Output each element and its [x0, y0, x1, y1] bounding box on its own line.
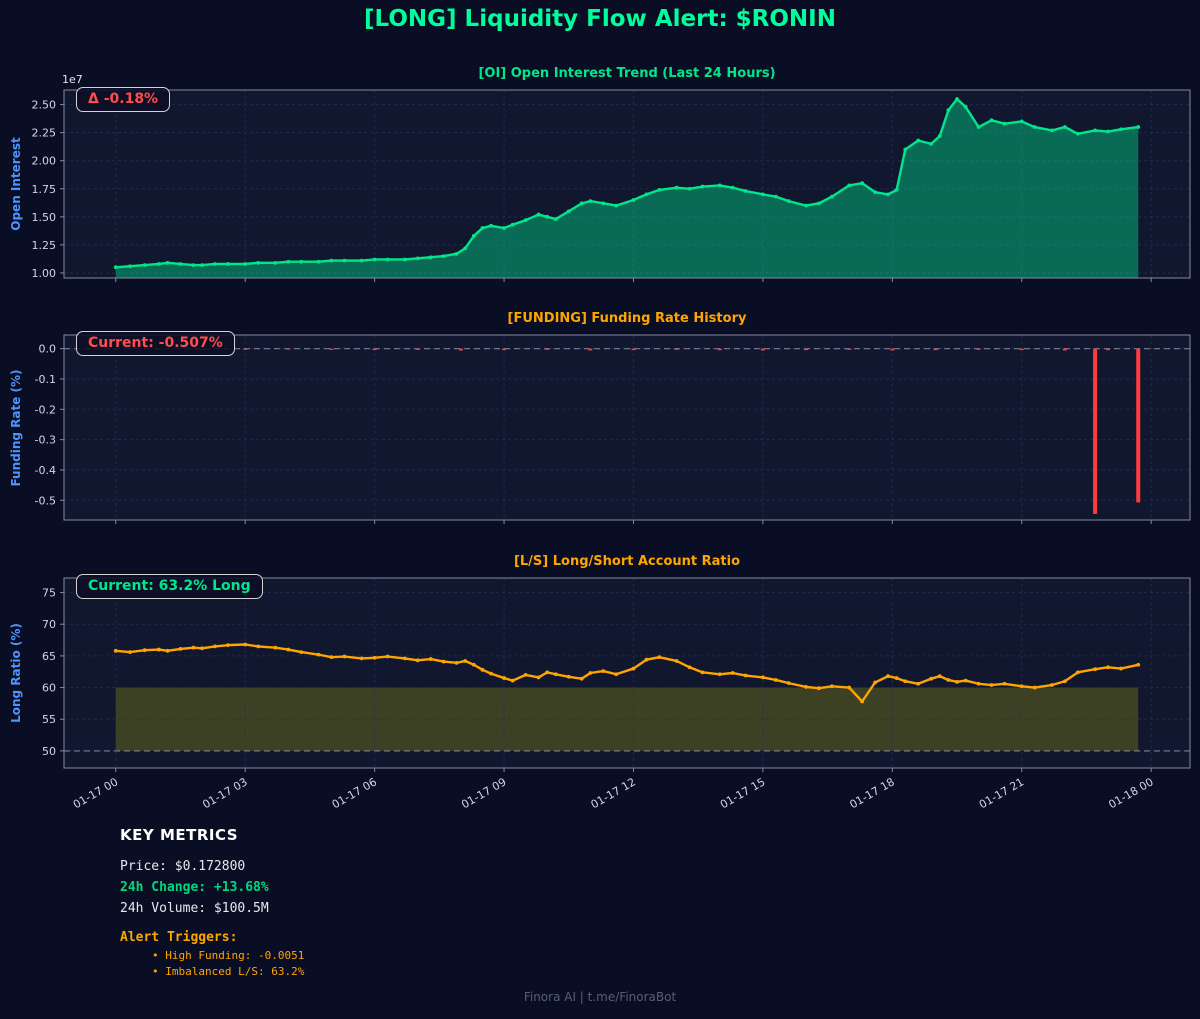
footer-branding: Finora AI | t.me/FinoraBot [523, 990, 677, 1004]
metric-24h-volume: 24h Volume: $100.5M [120, 901, 269, 916]
svg-text:-0.2: -0.2 [35, 403, 56, 416]
funding-chart-title: [FUNDING] Funding Rate History [507, 311, 747, 326]
svg-text:1.00: 1.00 [32, 267, 57, 280]
svg-text:60: 60 [42, 682, 56, 695]
svg-text:-0.3: -0.3 [35, 434, 56, 447]
oi-plot: 1.00 1.25 1.50 1.75 2.00 2.25 2.50 [32, 89, 1191, 282]
oi-delta-annotation: Δ -0.18% [76, 87, 171, 112]
ls-current-annotation: Current: 63.2% Long [76, 574, 263, 599]
ls-plot: 50 55 60 65 70 75 01-17 00 01-17 03 01-17 06 01-1… [42, 577, 1191, 811]
page-title: [LONG] Liquidity Flow Alert: $RONIN [364, 6, 836, 32]
svg-text:50: 50 [42, 745, 56, 758]
oi-chart-title: [OI] Open Interest Trend (Last 24 Hours) [478, 66, 776, 81]
svg-text:01-17 09: 01-17 09 [459, 775, 508, 811]
svg-text:01-17 03: 01-17 03 [200, 775, 249, 811]
svg-text:1.75: 1.75 [32, 183, 57, 196]
svg-text:75: 75 [42, 587, 56, 600]
svg-text:01-17 12: 01-17 12 [589, 775, 638, 811]
svg-text:55: 55 [42, 713, 56, 726]
svg-text:-0.4: -0.4 [35, 464, 56, 477]
svg-text:0.0: 0.0 [39, 343, 57, 356]
funding-y-axis-label: Funding Rate (%) [9, 369, 23, 487]
svg-text:01-17 15: 01-17 15 [718, 775, 767, 811]
svg-text:01-17 18: 01-17 18 [847, 775, 896, 811]
svg-text:65: 65 [42, 650, 56, 663]
key-metrics-panel: KEY METRICS Price: $0.172800 24h Change:… [120, 826, 304, 980]
svg-text:1.25: 1.25 [32, 239, 57, 252]
svg-text:70: 70 [42, 618, 56, 631]
svg-text:01-17 06: 01-17 06 [330, 775, 379, 811]
svg-text:01-18 00: 01-18 00 [1106, 775, 1155, 811]
svg-text:01-17 00: 01-17 00 [71, 775, 120, 811]
oi-axis-offset-label: 1e7 [62, 73, 83, 86]
funding-current-annotation: Current: -0.507% [76, 331, 235, 356]
ls-y-axis-label: Long Ratio (%) [9, 623, 23, 723]
ls-chart-title: [L/S] Long/Short Account Ratio [513, 554, 741, 569]
svg-text:-0.5: -0.5 [35, 494, 56, 507]
alert-trigger-imbalanced-ls: • Imbalanced L/S: 63.2% [152, 965, 305, 978]
alert-triggers-heading: Alert Triggers: [120, 930, 238, 945]
alert-trigger-high-funding: • High Funding: -0.0051 [152, 949, 305, 962]
svg-text:1.50: 1.50 [32, 211, 57, 224]
svg-text:-0.1: -0.1 [35, 373, 56, 386]
svg-text:01-17 21: 01-17 21 [977, 775, 1026, 811]
oi-y-axis-label: Open Interest [9, 137, 23, 231]
funding-plot: 0.0 -0.1 -0.2 -0.3 -0.4 -0.5 [35, 334, 1191, 524]
svg-text:2.50: 2.50 [32, 99, 57, 112]
svg-text:2.00: 2.00 [32, 155, 57, 168]
svg-text:2.25: 2.25 [32, 127, 57, 140]
metric-price: Price: $0.172800 [120, 859, 246, 874]
metric-24h-change: 24h Change: +13.68% [120, 880, 269, 895]
key-metrics-heading: KEY METRICS [120, 826, 239, 844]
